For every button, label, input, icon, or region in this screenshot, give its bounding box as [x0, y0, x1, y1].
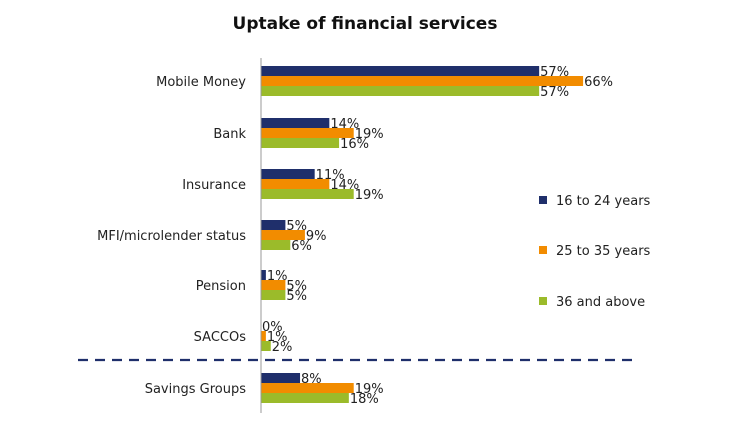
category-label: MFI/microlender status [97, 229, 246, 244]
bar [261, 280, 286, 290]
data-label: 5% [286, 289, 307, 304]
legend-entry: 25 to 35 years [556, 244, 651, 259]
data-label: 14% [330, 178, 359, 193]
data-label: 18% [350, 392, 379, 407]
category-label: Bank [213, 127, 246, 142]
data-label: 2% [272, 340, 293, 355]
data-label: 16% [340, 137, 369, 152]
labels-layer: Mobile Money57%66%57%Bank14%19%16%Insura… [97, 65, 613, 407]
data-label: 5% [286, 219, 307, 234]
bar [261, 179, 330, 189]
bar [261, 373, 301, 383]
bar [261, 86, 540, 96]
legend: 16 to 24 years 25 to 35 years 36 and above [539, 194, 651, 310]
bar [261, 240, 291, 250]
bar [261, 331, 266, 341]
bar [261, 290, 286, 300]
bars-layer [261, 66, 584, 403]
category-label: Insurance [182, 178, 246, 193]
bar [261, 393, 349, 403]
legend-swatch [539, 246, 547, 254]
legend-swatch [539, 196, 547, 204]
category-label: Mobile Money [156, 75, 246, 90]
data-label: 1% [267, 269, 288, 284]
data-label: 19% [355, 127, 384, 142]
bar [261, 66, 540, 76]
data-label: 19% [355, 382, 384, 397]
bar [261, 341, 271, 351]
data-label: 57% [540, 65, 569, 80]
bar [261, 76, 584, 86]
data-label: 14% [330, 117, 359, 132]
bar [261, 189, 354, 199]
legend-swatch [539, 297, 547, 305]
bar [261, 220, 286, 230]
bar [261, 270, 266, 280]
bar [261, 169, 315, 179]
data-label: 1% [267, 330, 288, 345]
bar [261, 383, 354, 393]
bar [261, 230, 305, 240]
data-label: 19% [355, 188, 384, 203]
data-label: 11% [316, 168, 345, 183]
category-label: Pension [196, 279, 246, 294]
legend-entry: 16 to 24 years [556, 194, 651, 209]
data-label: 8% [301, 372, 322, 387]
data-label: 6% [291, 239, 312, 254]
data-label: 9% [306, 229, 327, 244]
bar [261, 128, 354, 138]
data-label: 0% [262, 320, 283, 335]
data-label: 66% [584, 75, 613, 90]
legend-entry: 36 and above [556, 295, 645, 310]
bar [261, 118, 330, 128]
data-label: 5% [286, 279, 307, 294]
bar [261, 138, 340, 148]
category-label: SACCOs [194, 330, 247, 345]
data-label: 57% [540, 85, 569, 100]
category-label: Savings Groups [145, 382, 246, 397]
chart-title: Uptake of financial services [232, 14, 498, 34]
